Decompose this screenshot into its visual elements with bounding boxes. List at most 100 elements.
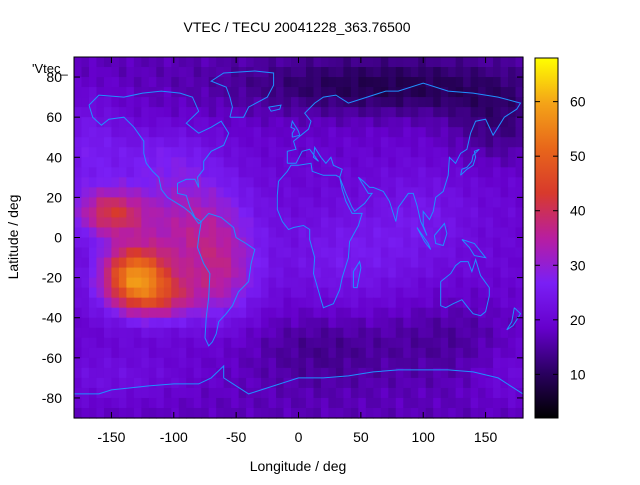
heatmap-cell xyxy=(365,297,374,309)
heatmap-cell xyxy=(231,337,240,349)
heatmap-cell xyxy=(373,247,382,259)
heatmap-cell xyxy=(133,57,142,68)
heatmap-cell xyxy=(141,187,150,198)
heatmap-cell xyxy=(500,277,509,289)
heatmap-cell xyxy=(478,187,487,198)
heatmap-cell xyxy=(291,137,300,148)
heatmap-cell xyxy=(440,197,449,209)
heatmap-cell xyxy=(478,97,487,108)
heatmap-cell xyxy=(298,167,307,178)
heatmap-cell xyxy=(156,207,165,219)
heatmap-cell xyxy=(350,307,359,319)
heatmap-cell xyxy=(448,67,457,78)
heatmap-cell xyxy=(410,217,419,229)
heatmap-cell xyxy=(283,117,292,128)
heatmap-cell xyxy=(268,397,277,409)
heatmap-cell xyxy=(74,337,83,349)
heatmap-cell xyxy=(111,137,120,148)
heatmap-cell xyxy=(478,67,487,78)
heatmap-cell xyxy=(463,117,472,128)
heatmap-cell xyxy=(268,197,277,209)
heatmap-cell xyxy=(365,247,374,259)
colorbar-tick-label: 60 xyxy=(570,94,586,110)
heatmap-cell xyxy=(395,247,404,259)
heatmap-cell xyxy=(403,267,412,279)
x-axis-ticks: -150 -100 -50 0 50 100 150 xyxy=(97,57,497,445)
heatmap-cell xyxy=(74,297,83,309)
heatmap-cell xyxy=(186,237,195,249)
heatmap-cell xyxy=(448,357,457,369)
heatmap-cell xyxy=(335,227,344,239)
heatmap-cell xyxy=(81,337,90,349)
heatmap-cell xyxy=(478,117,487,128)
heatmap-cell xyxy=(365,147,374,158)
heatmap-cell xyxy=(141,67,150,78)
heatmap-cell xyxy=(455,277,464,289)
heatmap-cell xyxy=(433,277,442,289)
heatmap-cell xyxy=(261,337,270,349)
heatmap-cell xyxy=(358,277,367,289)
heatmap-cell xyxy=(365,377,374,389)
heatmap-cell xyxy=(193,257,202,269)
heatmap-cell xyxy=(231,307,240,319)
heatmap-cell xyxy=(305,137,315,148)
heatmap-cell xyxy=(208,127,217,138)
heatmap-cell xyxy=(418,127,427,138)
heatmap-cell xyxy=(440,207,449,219)
coastlines xyxy=(74,70,524,395)
heatmap-cell xyxy=(328,237,337,249)
heatmap-cell xyxy=(291,177,300,188)
heatmap-cell xyxy=(313,107,322,118)
heatmap-cell xyxy=(276,387,285,399)
heatmap-cell xyxy=(178,157,187,168)
heatmap-cell xyxy=(508,377,517,389)
coastline-new-zealand xyxy=(506,307,522,331)
heatmap-cell xyxy=(380,167,389,178)
heatmap-cell xyxy=(343,277,352,289)
heatmap-cell xyxy=(500,287,509,299)
heatmap-cell xyxy=(515,377,524,389)
heatmap-cell xyxy=(350,337,359,349)
heatmap-cell xyxy=(515,387,524,399)
heatmap-cell xyxy=(365,287,374,299)
heatmap-cell xyxy=(320,287,330,299)
heatmap-cell xyxy=(478,357,487,369)
heatmap-cell xyxy=(276,217,285,229)
heatmap-cell xyxy=(246,77,255,88)
heatmap-cell xyxy=(126,327,135,339)
heatmap-cell xyxy=(171,147,180,158)
heatmap-cell xyxy=(493,207,502,219)
heatmap-cell xyxy=(291,267,300,279)
heatmap-cell xyxy=(88,217,98,229)
heatmap-cell xyxy=(126,377,135,389)
heatmap-cell xyxy=(156,227,165,239)
heatmap-cell xyxy=(418,207,427,219)
heatmap-cell xyxy=(388,397,397,409)
heatmap-cell xyxy=(395,97,404,108)
heatmap-cell xyxy=(276,337,285,349)
heatmap-cell xyxy=(433,77,442,88)
heatmap-cell xyxy=(74,317,83,329)
heatmap-cell xyxy=(111,127,120,138)
heatmap-cell xyxy=(148,307,157,319)
heatmap-cell xyxy=(358,327,367,339)
heatmap-cell xyxy=(455,157,464,168)
heatmap-cell xyxy=(201,67,210,78)
heatmap-cell xyxy=(350,217,359,229)
heatmap-cell xyxy=(118,137,127,148)
heatmap-cell xyxy=(223,347,232,359)
heatmap-cell xyxy=(178,357,187,369)
heatmap-cell xyxy=(126,237,135,249)
heatmap-cell xyxy=(365,367,374,379)
heatmap-cell xyxy=(178,197,187,209)
heatmap-cell xyxy=(163,307,172,319)
heatmap-cell xyxy=(485,127,494,138)
heatmap-cell xyxy=(261,127,270,138)
heatmap-cell xyxy=(148,287,157,299)
heatmap-cell xyxy=(193,167,202,178)
heatmap-cell xyxy=(283,317,292,329)
heatmap-cell xyxy=(148,157,157,168)
heatmap-cell xyxy=(201,87,210,98)
heatmap-cell xyxy=(298,57,307,68)
